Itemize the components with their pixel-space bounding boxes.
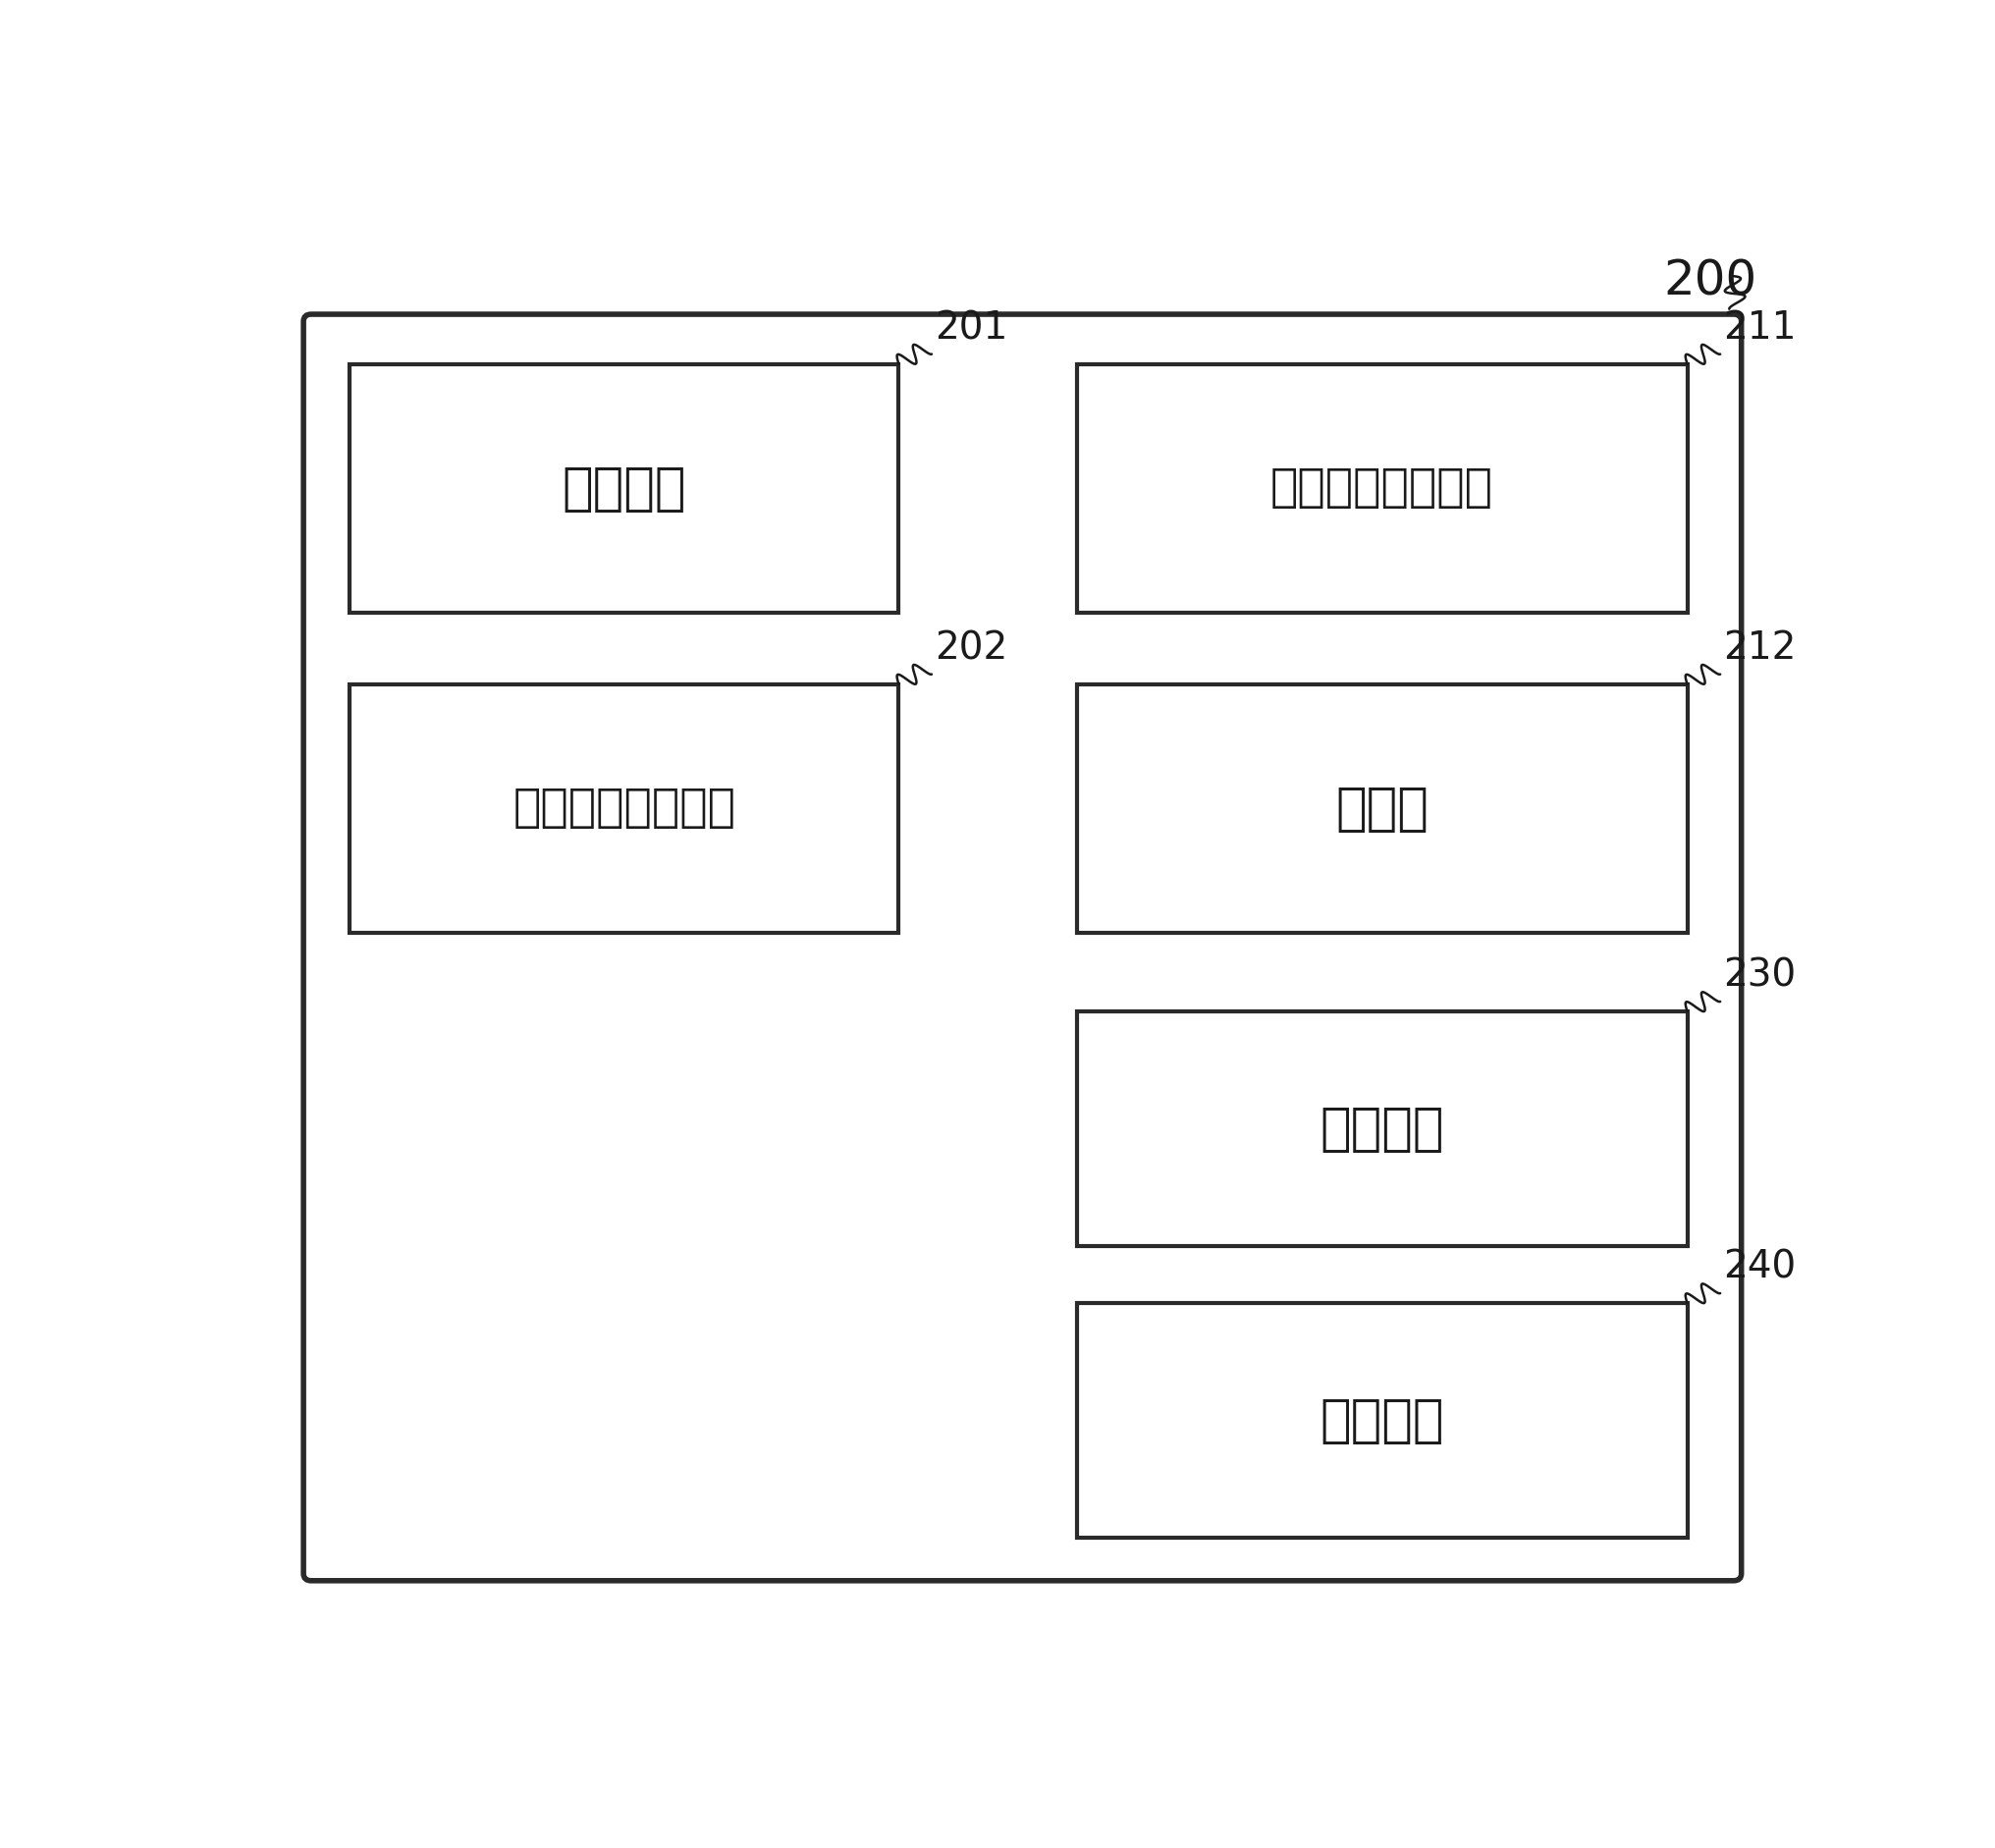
Text: 212: 212 [1724,630,1796,667]
Text: 用户数据获取单元: 用户数据获取单元 [513,787,736,832]
Text: 201: 201 [934,310,1007,347]
Bar [349,684,898,933]
Bar [349,364,898,614]
Text: 模拟器: 模拟器 [1335,784,1428,833]
Text: 输出单元: 输出单元 [1321,1103,1444,1155]
Text: 240: 240 [1724,1249,1796,1286]
FancyBboxPatch shape [303,314,1742,1580]
Text: 输入单元: 输入单元 [563,464,686,514]
Text: 200: 200 [1664,257,1758,305]
Bar [1077,1303,1688,1538]
Text: 202: 202 [934,630,1007,667]
Text: 判定单元: 判定单元 [1321,1395,1444,1447]
Bar [1077,684,1688,933]
Bar [1077,1011,1688,1246]
Text: 推荐设定计算单元: 推荐设定计算单元 [1271,466,1494,510]
Text: 230: 230 [1724,957,1796,994]
Text: 211: 211 [1724,310,1796,347]
Bar [1077,364,1688,614]
